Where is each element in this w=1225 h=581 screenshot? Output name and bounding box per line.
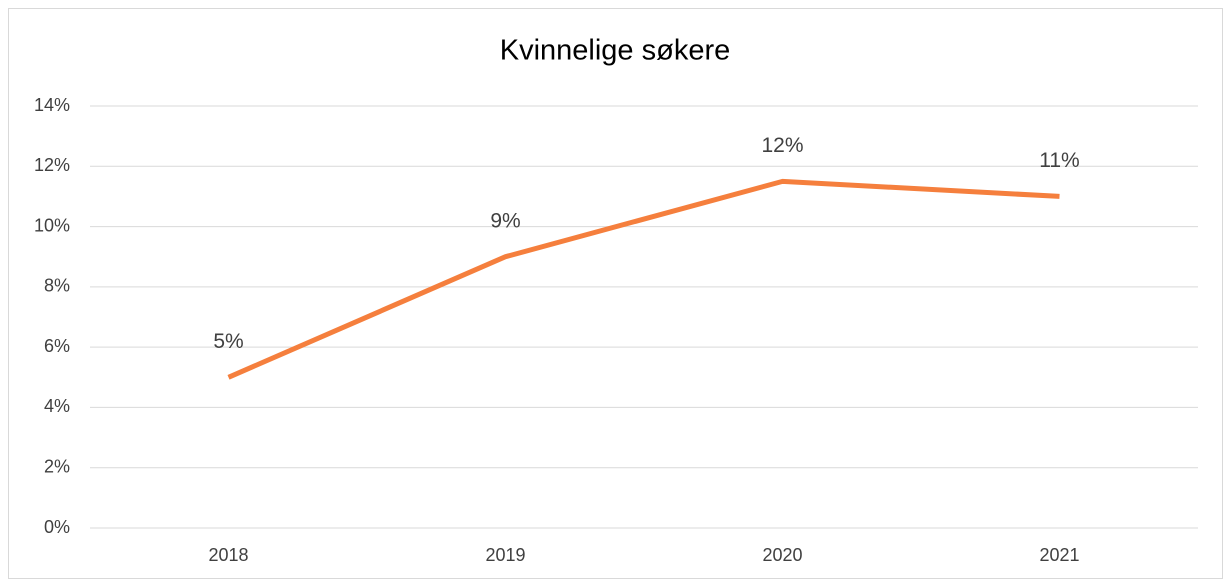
y-tick-label: 14% (34, 95, 70, 115)
y-tick-label: 4% (44, 396, 70, 416)
data-label: 5% (213, 330, 243, 353)
line (227, 178, 1060, 380)
y-tick-label: 12% (34, 155, 70, 175)
y-tick-label: 10% (34, 215, 70, 235)
x-tick-label: 2021 (1039, 545, 1079, 565)
data-label: 12% (761, 134, 803, 157)
y-tick-label: 0% (44, 517, 70, 537)
x-tick-label: 2019 (485, 545, 525, 565)
chart-frame (8, 8, 1223, 579)
x-tick-label: 2020 (762, 545, 802, 565)
data-label: 11% (1039, 149, 1079, 172)
data-label: 9% (490, 209, 520, 232)
chart-title: Kvinnelige søkere (500, 35, 731, 67)
y-tick-label: 2% (44, 456, 70, 476)
y-tick-label: 6% (44, 336, 70, 356)
y-tick-label: 8% (44, 276, 70, 296)
x-tick-label: 2018 (208, 545, 248, 565)
